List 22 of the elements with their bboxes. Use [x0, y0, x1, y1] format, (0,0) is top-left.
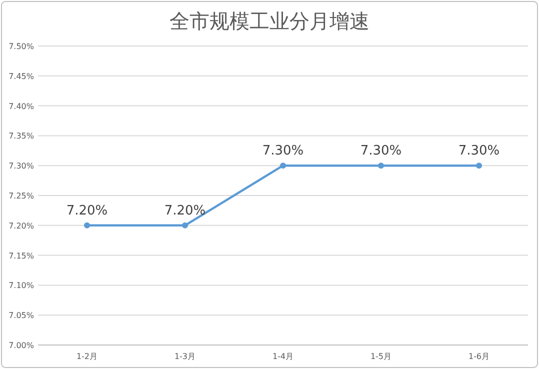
data-label: 7.30% [262, 144, 304, 159]
x-tick-label: 1-5月 [370, 352, 392, 361]
y-tick-label: 7.25% [8, 192, 34, 200]
data-label: 7.20% [164, 203, 206, 218]
y-tick-label: 7.00% [8, 341, 34, 350]
x-tick-label: 1-6月 [468, 352, 490, 361]
y-tick-label: 7.30% [8, 162, 34, 171]
chart-title: 全市规模工业分月增速 [170, 9, 370, 33]
y-tick-label: 7.50% [8, 42, 34, 51]
y-tick-label: 7.45% [8, 72, 34, 81]
x-tick-label: 1-3月 [174, 352, 196, 361]
y-tick-label: 7.40% [8, 102, 34, 111]
data-label: 7.20% [66, 203, 108, 218]
y-tick-label: 7.10% [8, 281, 34, 290]
y-tick-label: 7.15% [8, 251, 34, 260]
x-tick-label: 1-2月 [76, 352, 98, 361]
data-label: 7.30% [360, 144, 402, 159]
y-tick-label: 7.05% [8, 311, 34, 320]
data-label: 7.30% [458, 144, 500, 159]
x-tick-label: 1-4月 [272, 352, 294, 361]
y-tick-label: 7.35% [8, 132, 34, 141]
y-tick-label: 7.20% [8, 221, 34, 230]
